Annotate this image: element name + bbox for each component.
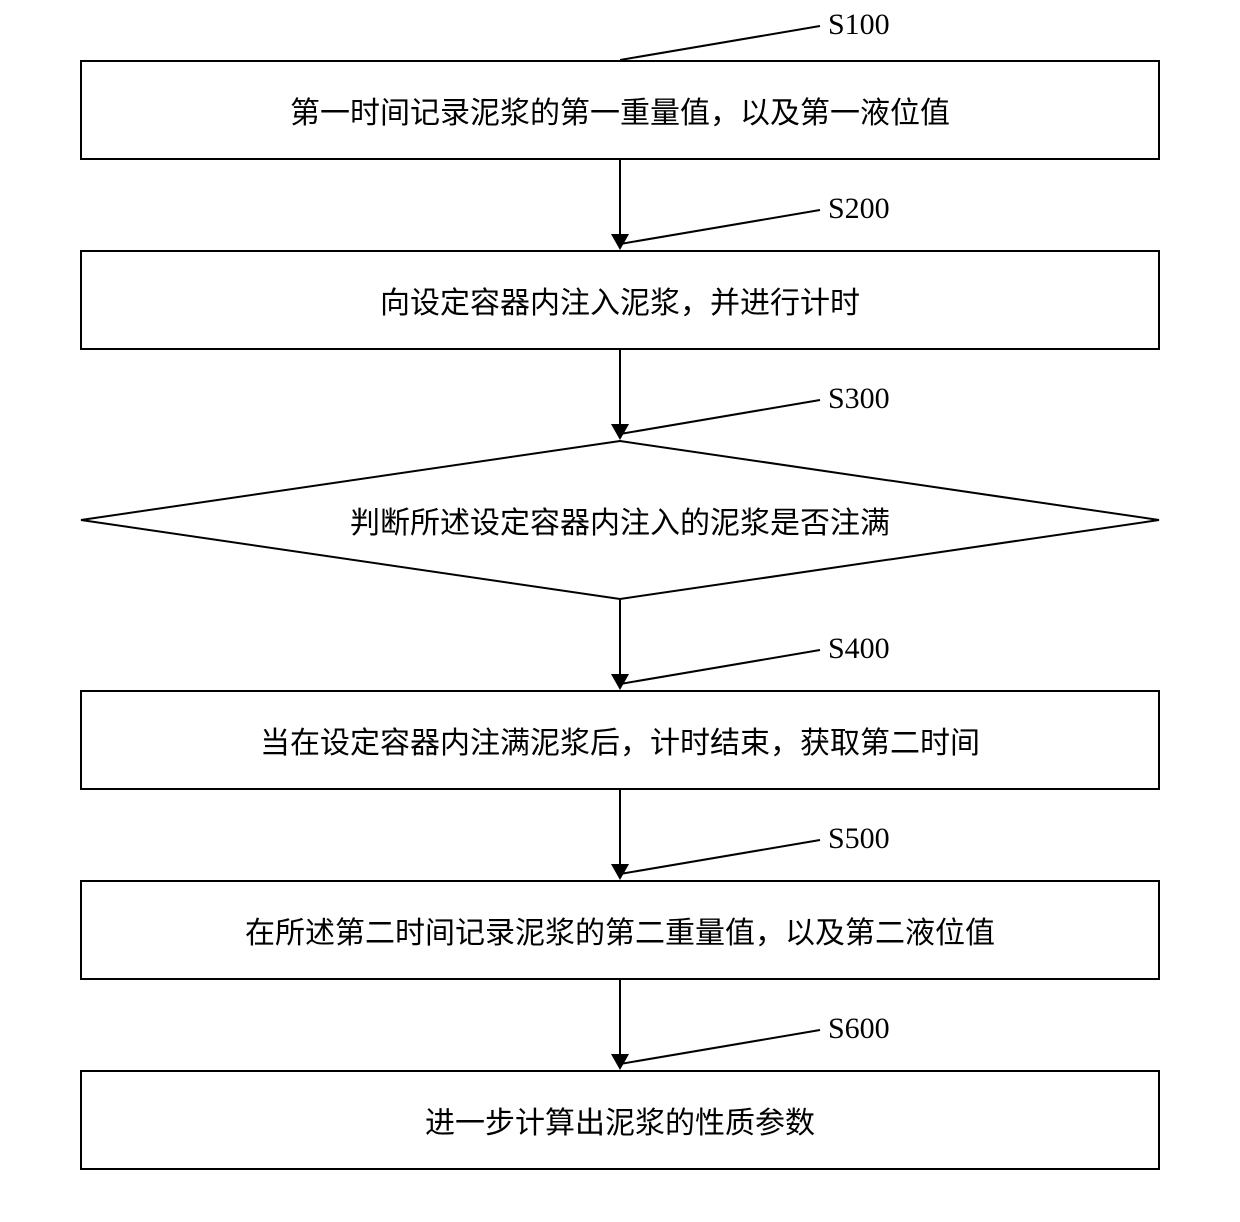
label-s200: S200 (828, 192, 890, 226)
process-text-s500: 在所述第二时间记录泥浆的第二重量值，以及第二液位值 (225, 908, 1015, 952)
process-text-s200: 向设定容器内注入泥浆，并进行计时 (360, 278, 880, 322)
label-s100: S100 (828, 8, 890, 42)
process-text-s400: 当在设定容器内注满泥浆后，计时结束，获取第二时间 (240, 718, 1000, 762)
label-s500: S500 (828, 822, 890, 856)
label-s600: S600 (828, 1012, 890, 1046)
arrow-2-3: S300 (80, 350, 1160, 440)
flowchart-container: S100 第一时间记录泥浆的第一重量值，以及第一液位值 S200 向设定容器内注… (80, 20, 1160, 1170)
arrow-4-5: S500 (80, 790, 1160, 880)
arrow-3-4: S400 (80, 600, 1160, 690)
label-s300: S300 (828, 382, 890, 416)
process-box-s500: 在所述第二时间记录泥浆的第二重量值，以及第二液位值 (80, 880, 1160, 980)
arrow-1-2: S200 (80, 160, 1160, 250)
decision-box-s300: 判断所述设定容器内注入的泥浆是否注满 (80, 440, 1160, 600)
process-box-s600: 进一步计算出泥浆的性质参数 (80, 1070, 1160, 1170)
label-s400: S400 (828, 632, 890, 666)
process-text-s100: 第一时间记录泥浆的第一重量值，以及第一液位值 (270, 88, 970, 132)
decision-text-s300: 判断所述设定容器内注入的泥浆是否注满 (350, 498, 890, 542)
process-box-s100: 第一时间记录泥浆的第一重量值，以及第一液位值 (80, 60, 1160, 160)
process-box-s400: 当在设定容器内注满泥浆后，计时结束，获取第二时间 (80, 690, 1160, 790)
leader-s100-container: S100 (80, 20, 1160, 60)
process-box-s200: 向设定容器内注入泥浆，并进行计时 (80, 250, 1160, 350)
process-text-s600: 进一步计算出泥浆的性质参数 (405, 1098, 835, 1142)
arrow-5-6: S600 (80, 980, 1160, 1070)
